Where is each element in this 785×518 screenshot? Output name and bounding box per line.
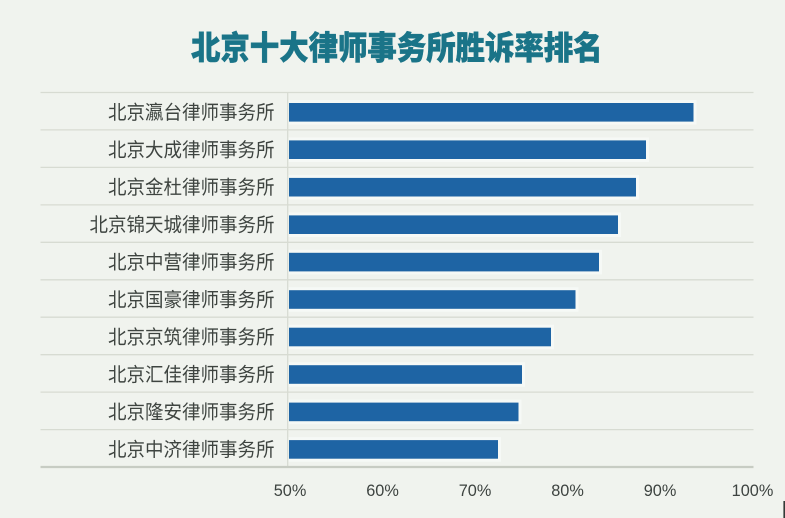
- svg-text:50%: 50%: [274, 482, 307, 500]
- svg-text:70%: 70%: [459, 482, 492, 500]
- svg-text:60%: 60%: [366, 482, 399, 500]
- svg-text:80%: 80%: [551, 482, 584, 500]
- svg-text:100%: 100%: [732, 482, 774, 500]
- svg-text:90%: 90%: [644, 482, 677, 500]
